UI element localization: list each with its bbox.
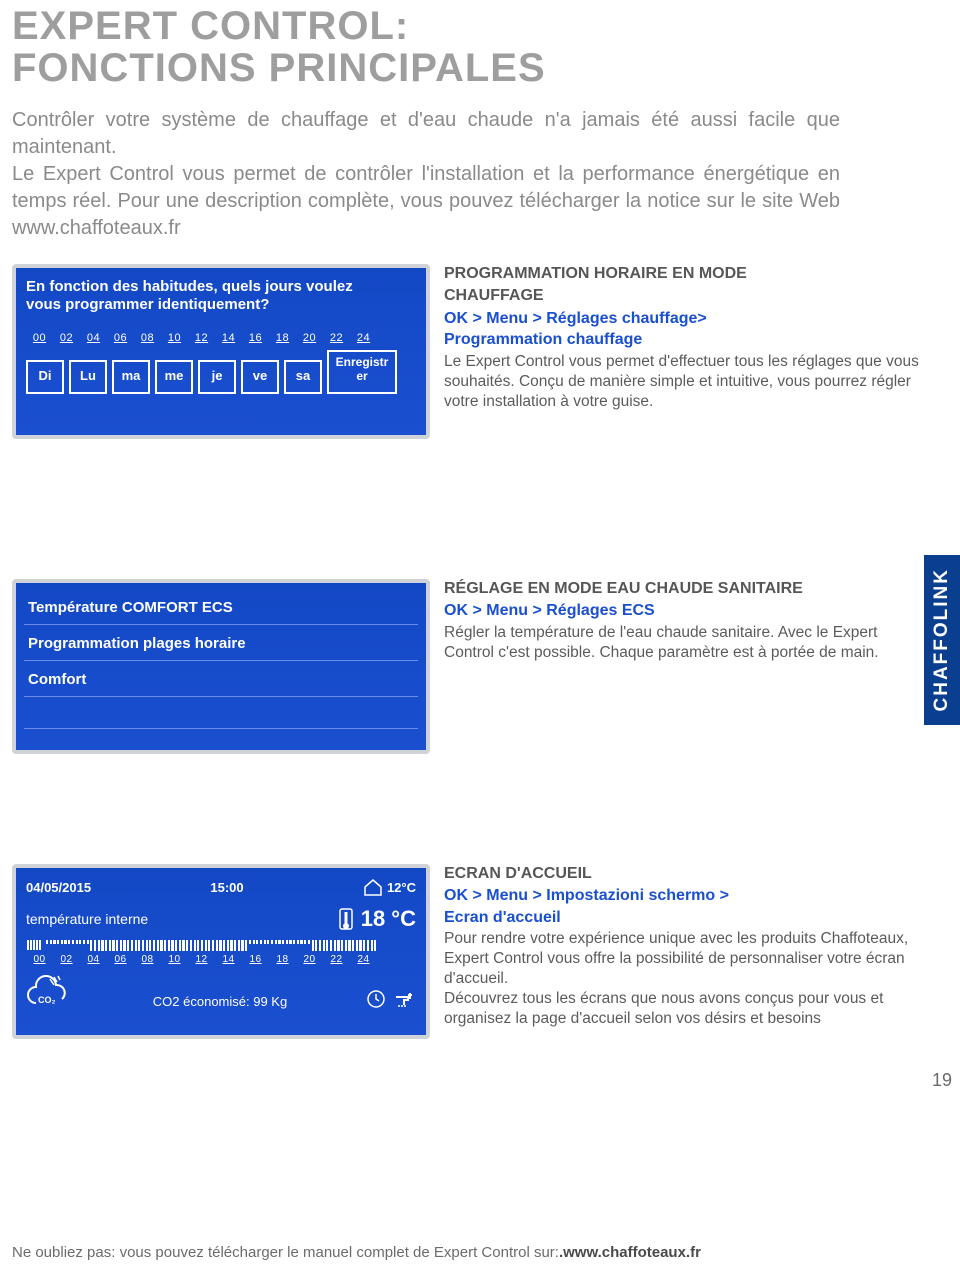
day-button[interactable]: Di xyxy=(26,360,64,394)
footer-link[interactable]: .www.chaffoteaux.fr xyxy=(559,1244,701,1261)
hour-tick: 22 xyxy=(323,332,350,344)
desc2-body: Régler la température de l'eau chaude sa… xyxy=(444,623,924,663)
thermometer-icon xyxy=(337,906,355,932)
side-tab-label: CHAFFOLINK xyxy=(931,568,953,711)
save-label-l2: er xyxy=(329,370,395,384)
ecs-menu-item-3[interactable]: Comfort xyxy=(24,661,418,697)
hour-tick: 14 xyxy=(215,332,242,344)
hour-tick: 02 xyxy=(53,332,80,344)
hour-tick: 04 xyxy=(80,954,107,965)
hour-tick: 14 xyxy=(215,954,242,965)
hour-tick: 06 xyxy=(107,332,134,344)
desc2-path: OK > Menu > Réglages ECS xyxy=(444,601,924,621)
hour-tick: 08 xyxy=(134,954,161,965)
day-button[interactable]: ma xyxy=(112,360,150,394)
hour-tick: 08 xyxy=(134,332,161,344)
schedule-days-row: DiLumamejevesa Enregistr er xyxy=(26,360,416,394)
save-button[interactable]: Enregistr er xyxy=(327,350,397,394)
desc1-heading-l2: CHAUFFAGE xyxy=(444,286,924,306)
row-ecs: Température COMFORT ECS Programmation pl… xyxy=(12,579,960,754)
home-outdoor-temp-wrap: 12°C xyxy=(363,878,416,896)
screen-home: 04/05/2015 15:00 12°C température intern… xyxy=(12,864,430,1039)
hour-tick: 06 xyxy=(107,954,134,965)
side-tab-chaffolink: CHAFFOLINK xyxy=(924,555,960,725)
hour-tick: 20 xyxy=(296,332,323,344)
desc1-path-l2: Programmation chauffage xyxy=(444,330,924,350)
desc1-path-l1: OK > Menu > Réglages chauffage> xyxy=(444,309,924,329)
schedule-question-l1: En fonction des habitudes, quels jours v… xyxy=(26,278,416,296)
desc2-heading: RÉGLAGE EN MODE EAU CHAUDE SANITAIRE xyxy=(444,579,924,599)
day-button[interactable]: Lu xyxy=(69,360,107,394)
hour-tick: 10 xyxy=(161,332,188,344)
hour-tick: 02 xyxy=(53,954,80,965)
schedule-timeline: 00020406081012141618202224 xyxy=(26,332,416,344)
hour-tick: 04 xyxy=(80,332,107,344)
day-button[interactable]: sa xyxy=(284,360,322,394)
desc3-path-l2: Ecran d'accueil xyxy=(444,908,924,928)
ecs-menu-item-blank xyxy=(24,697,418,729)
ecs-menu-item-2[interactable]: Programmation plages horaire xyxy=(24,625,418,661)
home-icons-right xyxy=(366,989,416,1009)
save-label-l1: Enregistr xyxy=(329,356,395,370)
title-line-2: FONCTIONS PRINCIPALES xyxy=(12,47,960,89)
page-title: EXPERT CONTROL: FONCTIONS PRINCIPALES xyxy=(0,0,960,89)
hour-tick: 10 xyxy=(161,954,188,965)
ecs-menu-item-1[interactable]: Température COMFORT ECS xyxy=(24,589,418,625)
desc1-heading-l1: PROGRAMMATION HORAIRE EN MODE xyxy=(444,264,924,284)
hour-tick: 16 xyxy=(242,332,269,344)
hour-tick: 12 xyxy=(188,332,215,344)
home-date: 04/05/2015 xyxy=(26,880,91,895)
intro-paragraph: Contrôler votre système de chauffage et … xyxy=(0,89,880,242)
hour-tick: 16 xyxy=(242,954,269,965)
hour-tick: 18 xyxy=(269,332,296,344)
co2-cloud-icon: CO₂ xyxy=(26,973,74,1009)
screen-ecs-menu: Température COMFORT ECS Programmation pl… xyxy=(12,579,430,754)
screen-schedule: En fonction des habitudes, quels jours v… xyxy=(12,264,430,439)
home-big-temp: 18 °C xyxy=(361,906,416,932)
footer-text: Ne oubliez pas: vous pouvez télécharger … xyxy=(12,1244,559,1261)
home-timeline: 00020406081012141618202224 xyxy=(26,954,416,965)
hour-tick: 18 xyxy=(269,954,296,965)
clock-icon xyxy=(366,989,386,1009)
hour-tick: 12 xyxy=(188,954,215,965)
home-time: 15:00 xyxy=(210,880,243,895)
house-icon xyxy=(363,878,383,896)
home-indoor-label: température interne xyxy=(26,911,148,927)
footer: Ne oubliez pas: vous pouvez télécharger … xyxy=(12,1244,701,1261)
desc-ecs: RÉGLAGE EN MODE EAU CHAUDE SANITAIRE OK … xyxy=(444,579,960,754)
row-programmation: En fonction des habitudes, quels jours v… xyxy=(12,264,960,439)
hour-tick: 20 xyxy=(296,954,323,965)
row-home: 04/05/2015 15:00 12°C température intern… xyxy=(12,864,960,1039)
day-button[interactable]: me xyxy=(155,360,193,394)
hour-tick: 22 xyxy=(323,954,350,965)
page-number: 19 xyxy=(932,1070,952,1091)
home-big-temp-wrap: 18 °C xyxy=(337,906,416,932)
desc3-path-l1: OK > Menu > Impostazioni schermo > xyxy=(444,886,924,906)
co2-icon-label: CO₂ xyxy=(38,995,56,1005)
hour-tick: 00 xyxy=(26,332,53,344)
hour-tick: 24 xyxy=(350,332,377,344)
radiator-icon xyxy=(26,938,44,952)
schedule-question-l2: vous programmer identiquement? xyxy=(26,296,416,314)
home-outdoor-temp: 12°C xyxy=(387,880,416,895)
day-button[interactable]: je xyxy=(198,360,236,394)
desc3-heading: ECRAN D'ACCUEIL xyxy=(444,864,924,884)
hour-tick: 00 xyxy=(26,954,53,965)
desc1-body: Le Expert Control vous permet d'effectue… xyxy=(444,352,924,411)
co2-saved-text: CO2 économisé: 99 Kg xyxy=(153,994,287,1009)
home-heat-bars xyxy=(26,938,416,952)
faucet-icon xyxy=(392,989,416,1009)
title-line-1: EXPERT CONTROL: xyxy=(12,5,960,47)
desc3-body: Pour rendre votre expérience unique avec… xyxy=(444,929,924,1028)
desc-home: ECRAN D'ACCUEIL OK > Menu > Impostazioni… xyxy=(444,864,960,1039)
desc-programmation: PROGRAMMATION HORAIRE EN MODE CHAUFFAGE … xyxy=(444,264,960,439)
hour-tick: 24 xyxy=(350,954,377,965)
day-button[interactable]: ve xyxy=(241,360,279,394)
